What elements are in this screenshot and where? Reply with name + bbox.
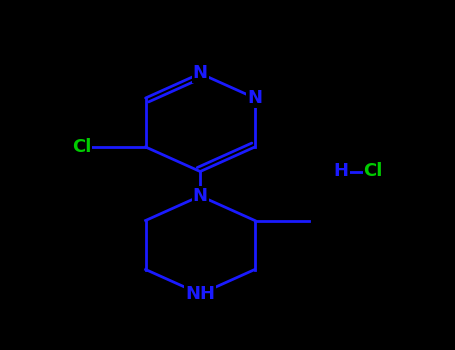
Text: Cl: Cl <box>72 138 91 156</box>
Text: Cl: Cl <box>364 162 383 181</box>
Text: N: N <box>193 187 207 205</box>
Text: N: N <box>248 89 262 107</box>
Text: NH: NH <box>185 285 215 303</box>
Text: N: N <box>193 64 207 83</box>
Text: H: H <box>334 162 349 181</box>
